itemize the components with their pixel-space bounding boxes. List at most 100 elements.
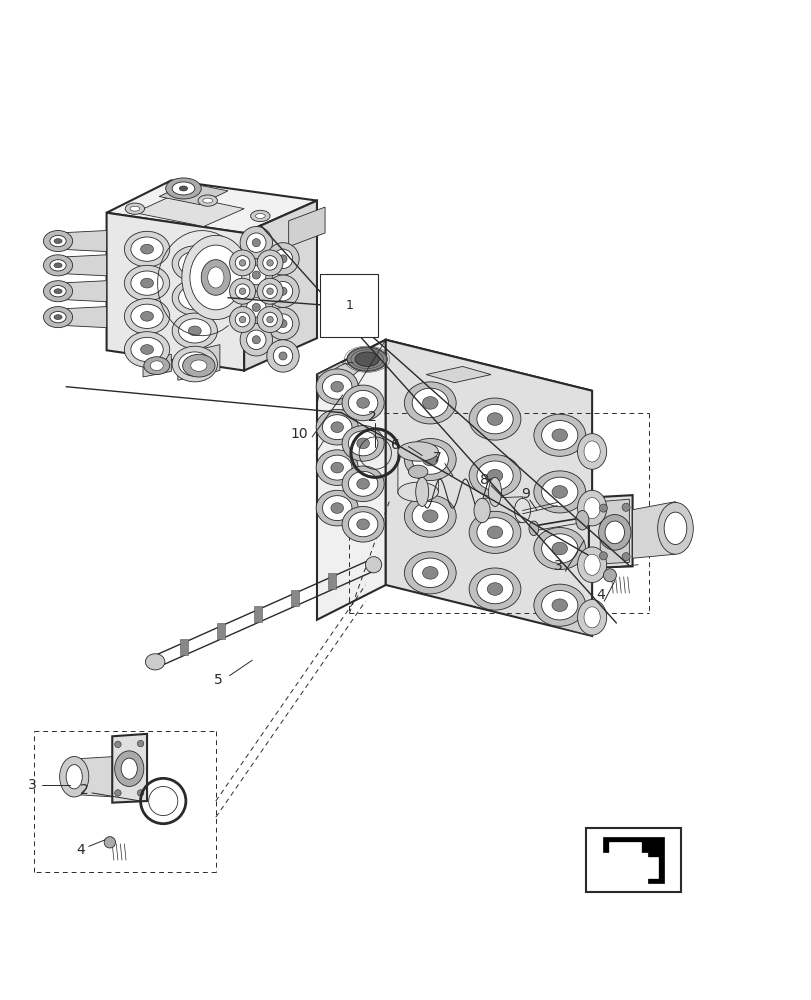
Ellipse shape — [487, 583, 502, 595]
Ellipse shape — [44, 307, 72, 328]
Text: 3: 3 — [553, 559, 562, 573]
Ellipse shape — [341, 426, 384, 461]
Ellipse shape — [469, 568, 521, 610]
Ellipse shape — [348, 512, 377, 537]
Ellipse shape — [356, 438, 369, 449]
Ellipse shape — [551, 599, 567, 612]
Polygon shape — [112, 734, 147, 803]
Ellipse shape — [125, 203, 144, 214]
Polygon shape — [58, 281, 106, 302]
Ellipse shape — [267, 260, 273, 266]
Ellipse shape — [267, 275, 298, 307]
Ellipse shape — [348, 390, 377, 415]
Ellipse shape — [422, 453, 437, 466]
Ellipse shape — [230, 250, 255, 276]
Ellipse shape — [50, 311, 66, 323]
Ellipse shape — [657, 502, 693, 554]
Ellipse shape — [273, 314, 292, 333]
Ellipse shape — [474, 498, 490, 523]
Ellipse shape — [279, 255, 287, 263]
Ellipse shape — [604, 521, 624, 544]
Ellipse shape — [331, 381, 343, 392]
Ellipse shape — [541, 534, 577, 563]
Ellipse shape — [239, 316, 246, 323]
Ellipse shape — [273, 249, 292, 269]
Ellipse shape — [487, 413, 502, 425]
Ellipse shape — [469, 398, 521, 440]
Ellipse shape — [583, 498, 599, 519]
Polygon shape — [599, 499, 629, 564]
Ellipse shape — [150, 361, 163, 371]
Ellipse shape — [191, 360, 207, 371]
Ellipse shape — [583, 554, 599, 575]
Ellipse shape — [422, 510, 437, 522]
Text: 4: 4 — [76, 843, 85, 857]
Text: 5: 5 — [213, 673, 222, 687]
Bar — [585, 828, 680, 892]
Ellipse shape — [404, 382, 456, 424]
Text: 9: 9 — [521, 487, 530, 501]
Polygon shape — [291, 590, 299, 606]
Polygon shape — [58, 255, 106, 276]
Ellipse shape — [59, 757, 88, 797]
Polygon shape — [316, 340, 385, 620]
Polygon shape — [608, 842, 657, 878]
Ellipse shape — [252, 303, 260, 311]
Ellipse shape — [404, 552, 456, 594]
Ellipse shape — [341, 506, 384, 542]
Ellipse shape — [598, 515, 630, 550]
Ellipse shape — [577, 547, 606, 583]
Polygon shape — [632, 502, 675, 558]
Ellipse shape — [356, 478, 369, 489]
Ellipse shape — [255, 214, 265, 218]
Ellipse shape — [397, 442, 438, 461]
Ellipse shape — [397, 482, 438, 502]
Ellipse shape — [145, 654, 165, 670]
Ellipse shape — [54, 315, 62, 320]
Ellipse shape — [165, 178, 201, 199]
Ellipse shape — [404, 495, 456, 537]
Ellipse shape — [251, 210, 270, 222]
Text: 8: 8 — [479, 473, 488, 487]
Ellipse shape — [487, 469, 502, 482]
Ellipse shape — [198, 195, 217, 206]
Polygon shape — [385, 340, 591, 636]
Ellipse shape — [541, 590, 577, 620]
Ellipse shape — [476, 518, 513, 547]
Ellipse shape — [315, 369, 358, 405]
Ellipse shape — [257, 250, 283, 276]
Ellipse shape — [412, 501, 448, 531]
Polygon shape — [106, 180, 316, 233]
Ellipse shape — [240, 259, 272, 291]
Ellipse shape — [130, 206, 139, 211]
Polygon shape — [397, 450, 438, 494]
Polygon shape — [135, 194, 244, 226]
Ellipse shape — [124, 332, 169, 367]
Ellipse shape — [267, 243, 298, 275]
Ellipse shape — [50, 286, 66, 297]
Ellipse shape — [331, 462, 343, 473]
Ellipse shape — [235, 284, 250, 299]
Ellipse shape — [279, 287, 287, 295]
Polygon shape — [178, 345, 220, 380]
Ellipse shape — [663, 512, 686, 545]
Ellipse shape — [50, 235, 66, 247]
Ellipse shape — [322, 415, 351, 440]
Ellipse shape — [178, 319, 211, 343]
Ellipse shape — [575, 511, 588, 530]
Ellipse shape — [348, 431, 377, 456]
Ellipse shape — [235, 312, 250, 327]
Ellipse shape — [137, 790, 144, 796]
Ellipse shape — [131, 271, 163, 295]
Ellipse shape — [190, 245, 242, 310]
Ellipse shape — [267, 288, 273, 294]
Ellipse shape — [124, 231, 169, 267]
Ellipse shape — [551, 486, 567, 498]
Ellipse shape — [131, 304, 163, 328]
Ellipse shape — [240, 324, 272, 356]
Ellipse shape — [178, 352, 211, 376]
Polygon shape — [179, 639, 187, 655]
Ellipse shape — [412, 558, 448, 588]
Ellipse shape — [239, 260, 246, 266]
Ellipse shape — [422, 567, 437, 579]
